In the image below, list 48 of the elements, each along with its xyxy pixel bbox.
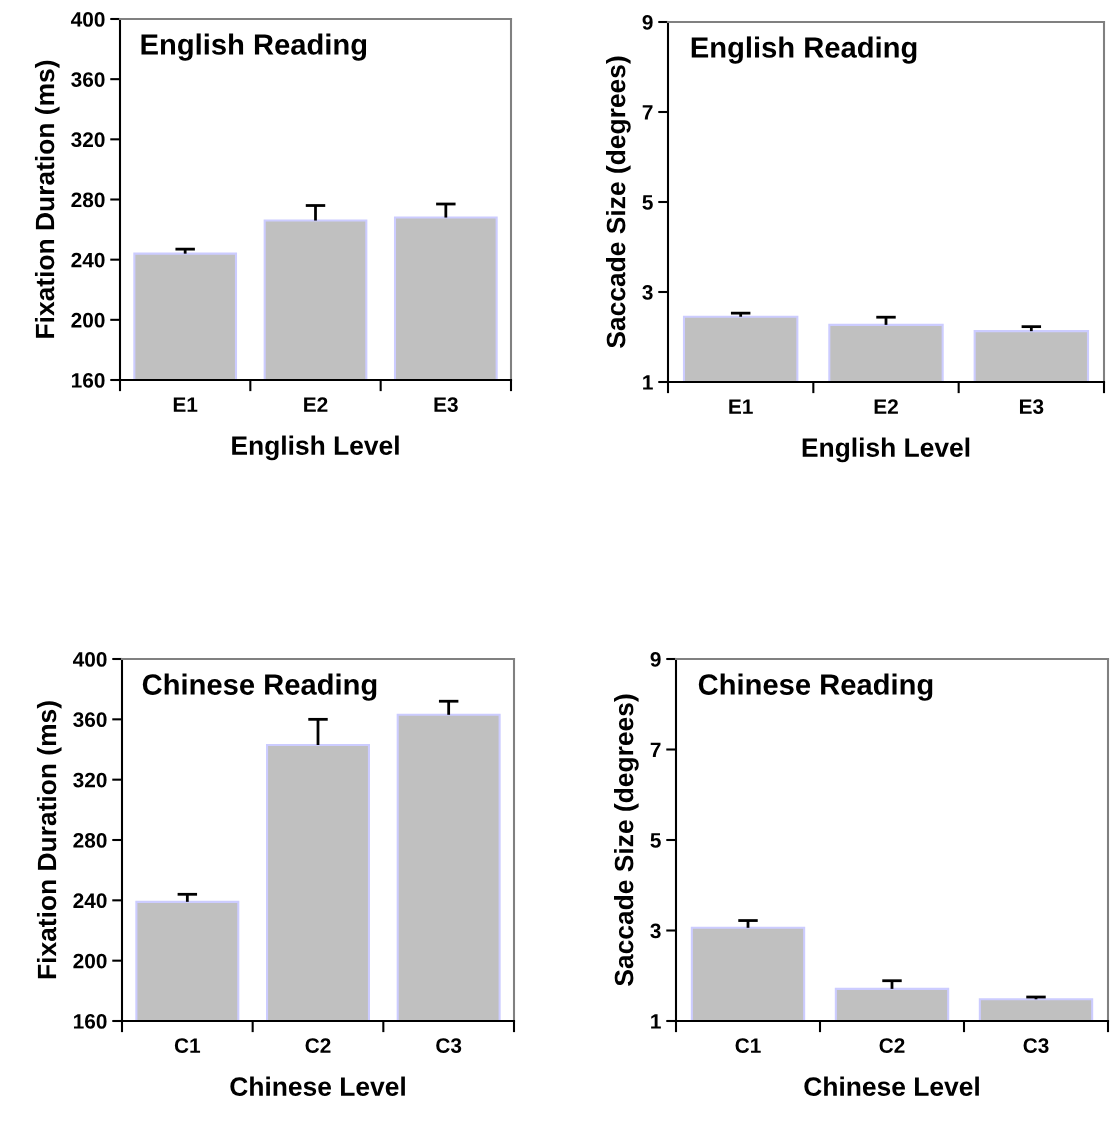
- y-tick-label: 240: [71, 252, 105, 268]
- y-tick-label: 1: [643, 375, 653, 390]
- y-tick-label: 1: [651, 1014, 661, 1029]
- y-tick-label: 200: [71, 312, 105, 328]
- y-tick-label: 320: [73, 772, 107, 788]
- y-tick-label: 280: [71, 192, 105, 208]
- x-tick-label: E3: [434, 397, 458, 412]
- x-tick-label: C2: [879, 1038, 905, 1053]
- x-tick-label: E1: [729, 399, 753, 414]
- x-tick-label: C1: [735, 1038, 761, 1053]
- x-tick-label: E2: [304, 397, 328, 412]
- x-axis-title: Chinese Level: [804, 1076, 979, 1096]
- x-axis-title: Chinese Level: [230, 1076, 405, 1096]
- y-tick-label: 160: [71, 373, 105, 388]
- y-axis-title: Saccade Size (degrees): [606, 56, 631, 348]
- y-tick-label: 400: [70, 12, 105, 27]
- y-tick-label: 240: [73, 893, 107, 909]
- x-axis-title: English Level: [802, 437, 970, 463]
- y-tick-label: 9: [650, 652, 661, 667]
- y-tick-label: 280: [73, 833, 107, 848]
- y-tick-label: 160: [73, 1014, 107, 1029]
- y-tick-label: 7: [642, 105, 653, 120]
- x-tick-label: E3: [1019, 399, 1044, 414]
- y-axis-title: Saccade Size (degrees): [614, 694, 639, 986]
- y-tick-label: 400: [72, 652, 107, 667]
- x-tick-label: E1: [173, 397, 198, 412]
- x-tick-label: C2: [305, 1038, 331, 1053]
- y-tick-label: 360: [73, 712, 107, 728]
- y-tick-label: 3: [642, 285, 653, 300]
- x-axis-title: English Level: [232, 435, 399, 461]
- chart-title: English Reading: [691, 36, 917, 64]
- y-tick-label: 3: [650, 923, 661, 939]
- x-tick-label: C3: [436, 1038, 462, 1053]
- chart-title: English Reading: [141, 33, 367, 61]
- y-tick-label: 360: [71, 72, 105, 87]
- y-axis-title: Fixation Duration (ms): [34, 60, 60, 338]
- x-tick-label: E2: [874, 399, 898, 414]
- y-tick-label: 200: [73, 953, 107, 969]
- y-tick-label: 5: [642, 195, 653, 210]
- x-tick-label: C1: [174, 1038, 201, 1053]
- chart-title: Chinese Reading: [142, 673, 377, 701]
- chart-title: Chinese Reading: [698, 673, 933, 701]
- x-tick-label: C3: [1023, 1038, 1049, 1053]
- y-axis-title: Fixation Duration (ms): [36, 701, 62, 979]
- y-tick-label: 9: [642, 15, 653, 30]
- y-tick-label: 320: [71, 132, 105, 148]
- y-tick-label: 5: [650, 833, 661, 848]
- y-tick-label: 7: [650, 742, 661, 758]
